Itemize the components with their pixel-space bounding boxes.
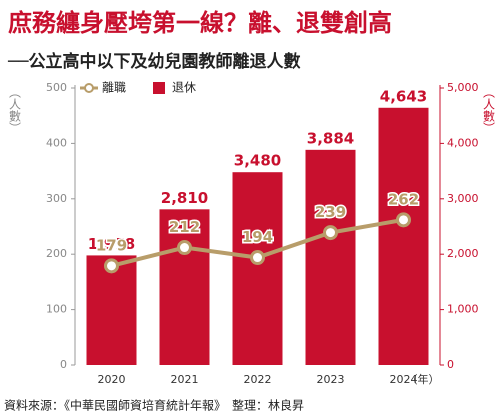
line-value-label: 179	[96, 236, 127, 254]
line-value-label: 212	[169, 218, 200, 236]
legend-label: 退休	[172, 81, 196, 95]
bar-value-label: 1,978	[88, 235, 135, 253]
y-tick-label: 400	[46, 136, 67, 149]
line-value-label: 194	[242, 228, 273, 246]
line-marker	[177, 240, 192, 256]
x-tick-label: 2022	[244, 373, 272, 386]
line-marker	[104, 258, 119, 274]
line-marker	[323, 225, 338, 241]
bar	[305, 149, 356, 365]
y2-tick-label: 4,000	[447, 136, 479, 149]
bar-value-label: 2,810	[161, 189, 208, 207]
y2-axis-title: （人數）	[482, 86, 496, 134]
line-value-label: 262	[388, 190, 419, 208]
bar	[159, 209, 210, 365]
y-tick-label: 100	[46, 303, 67, 316]
y2-tick-label: 5,000	[447, 81, 479, 94]
bar-value-label: 3,480	[234, 152, 281, 170]
line-value-label: 239	[315, 203, 346, 221]
x-tick-label: 2020	[98, 373, 126, 386]
y-axis-title: （人數）	[8, 86, 22, 134]
y2-tick-label: 1,000	[447, 303, 479, 316]
y2-tick-label: 0	[447, 358, 454, 371]
y-tick-label: 300	[46, 192, 67, 205]
chart-title: 庶務纏身壓垮第一線？離、退雙創高	[8, 9, 392, 37]
x-tick-label: 2024	[390, 373, 418, 386]
x-tick-label: 2023	[317, 373, 345, 386]
bar	[86, 255, 137, 365]
line-marker	[250, 250, 265, 266]
y-tick-label: 200	[46, 247, 67, 260]
bar	[232, 172, 283, 365]
legend-marker	[84, 83, 94, 93]
y-tick-label: 500	[46, 81, 67, 94]
source-note: 資料來源：《中華民國師資培育統計年報》 整理：林良昇	[4, 398, 304, 413]
line-marker	[396, 212, 411, 228]
bar-value-label: 3,884	[307, 129, 354, 147]
x-axis-title: （年）	[407, 372, 440, 386]
y2-tick-label: 2,000	[447, 247, 479, 260]
chart-subtitle: ──公立高中以下及幼兒園教師離退人數	[7, 51, 300, 72]
y2-tick-label: 3,000	[447, 192, 479, 205]
legend-label: 離職	[102, 81, 126, 95]
x-tick-label: 2021	[171, 373, 199, 386]
bar	[378, 107, 429, 365]
y-tick-label: 0	[60, 358, 67, 371]
bar-value-label: 4,643	[380, 87, 427, 105]
legend-swatch	[153, 82, 165, 94]
